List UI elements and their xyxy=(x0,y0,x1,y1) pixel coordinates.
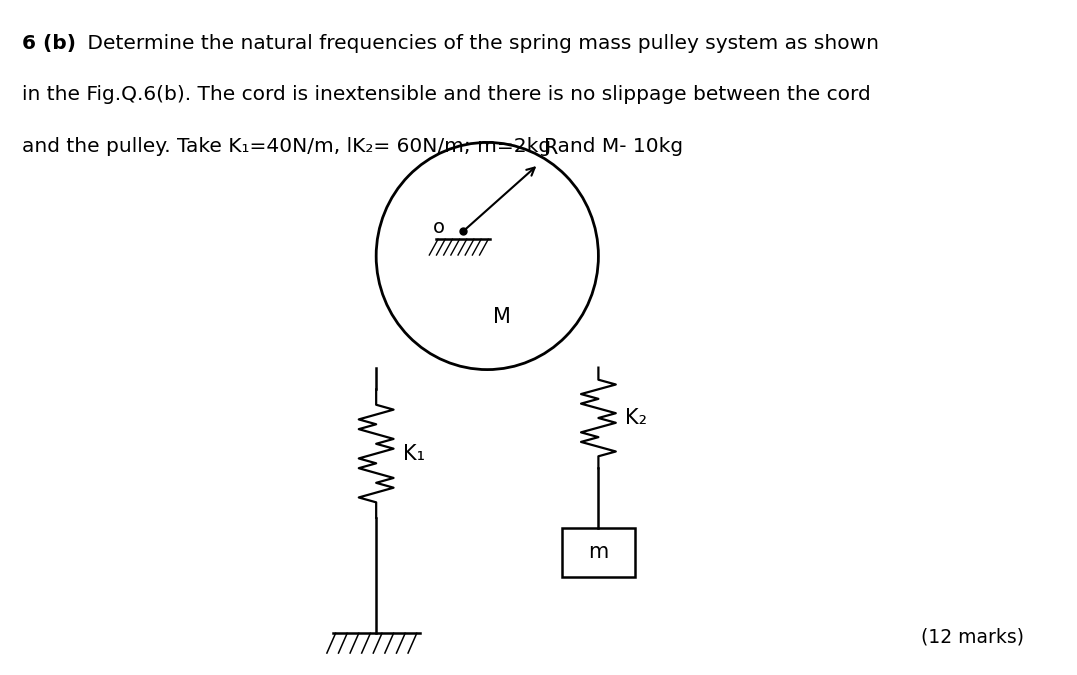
Text: K₁: K₁ xyxy=(403,443,425,464)
Text: and the pulley. Take K₁=40N/m, lK₂= 60N/m; m=2kg and M- 10kg: and the pulley. Take K₁=40N/m, lK₂= 60N/… xyxy=(22,136,683,155)
Text: 6 (b): 6 (b) xyxy=(22,34,75,53)
Text: (12 marks): (12 marks) xyxy=(921,627,1023,646)
Text: R: R xyxy=(544,138,559,158)
Text: in the Fig.Q.6(b). The cord is inextensible and there is no slippage between the: in the Fig.Q.6(b). The cord is inextensi… xyxy=(22,85,870,104)
Text: Determine the natural frequencies of the spring mass pulley system as shown: Determine the natural frequencies of the… xyxy=(82,34,880,53)
Text: m: m xyxy=(588,542,609,562)
Text: K₂: K₂ xyxy=(626,408,647,428)
Text: M: M xyxy=(493,307,510,327)
Bar xyxy=(562,528,635,577)
Text: o: o xyxy=(433,218,445,237)
